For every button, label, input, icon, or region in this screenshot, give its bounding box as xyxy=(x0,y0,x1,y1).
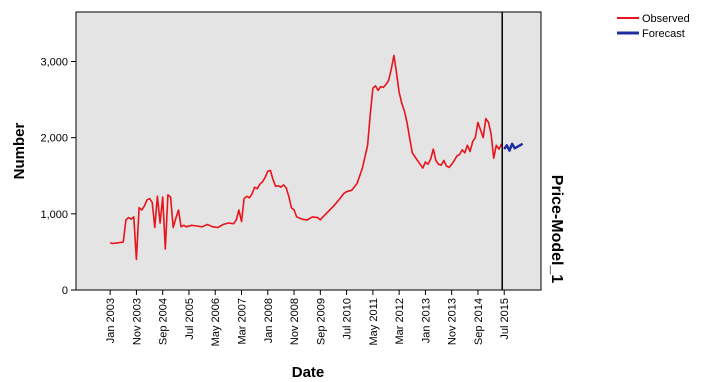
series-line-observed xyxy=(109,54,503,261)
series-lines xyxy=(109,54,524,261)
series-line-forecast xyxy=(503,142,524,152)
legend: Observed Forecast xyxy=(617,13,690,40)
y-tick-label: 2,000 xyxy=(40,133,68,145)
x-axis-title: Date xyxy=(292,364,325,381)
y-axis-title: Number xyxy=(11,123,28,180)
y-tick-label: 1,000 xyxy=(40,209,68,221)
y-tick-label: 0 xyxy=(62,285,68,297)
legend-label-observed: Observed xyxy=(642,13,690,25)
x-tick-label: Jul 2010 xyxy=(342,298,354,340)
panel-label: Price-Model_1 xyxy=(548,175,565,284)
x-tick-label: Jan 2013 xyxy=(420,298,432,343)
x-tick-label: May 2011 xyxy=(368,298,380,346)
x-tick-label: Nov 2013 xyxy=(447,298,459,345)
plot-area xyxy=(76,12,541,290)
y-tick-labels: 0 1,000 2,000 3,000 xyxy=(40,57,68,297)
y-tick-label: 3,000 xyxy=(40,57,68,69)
x-tick-label: May 2006 xyxy=(210,298,222,346)
x-tick-label: Nov 2008 xyxy=(289,298,301,345)
x-tick-label: Jul 2005 xyxy=(184,298,196,340)
x-tick-label: Jan 2008 xyxy=(263,298,275,343)
plot-frame xyxy=(75,11,542,291)
x-tick-label: Mar 2007 xyxy=(237,298,249,344)
x-tick-label: Jul 2015 xyxy=(499,298,511,340)
x-tick-labels: Jan 2003 Nov 2003 Sep 2004 Jul 2005 May 2006… xyxy=(105,298,511,346)
x-tick-label: Nov 2003 xyxy=(131,298,143,345)
legend-label-forecast: Forecast xyxy=(642,28,685,40)
x-tick-label: Mar 2012 xyxy=(394,298,406,344)
x-tick-label: Sep 2014 xyxy=(473,298,485,345)
x-tick-label: Jan 2003 xyxy=(105,298,117,343)
tick-marks xyxy=(71,61,505,295)
x-tick-label: Sep 2009 xyxy=(315,298,327,345)
x-tick-label: Sep 2004 xyxy=(158,298,170,345)
